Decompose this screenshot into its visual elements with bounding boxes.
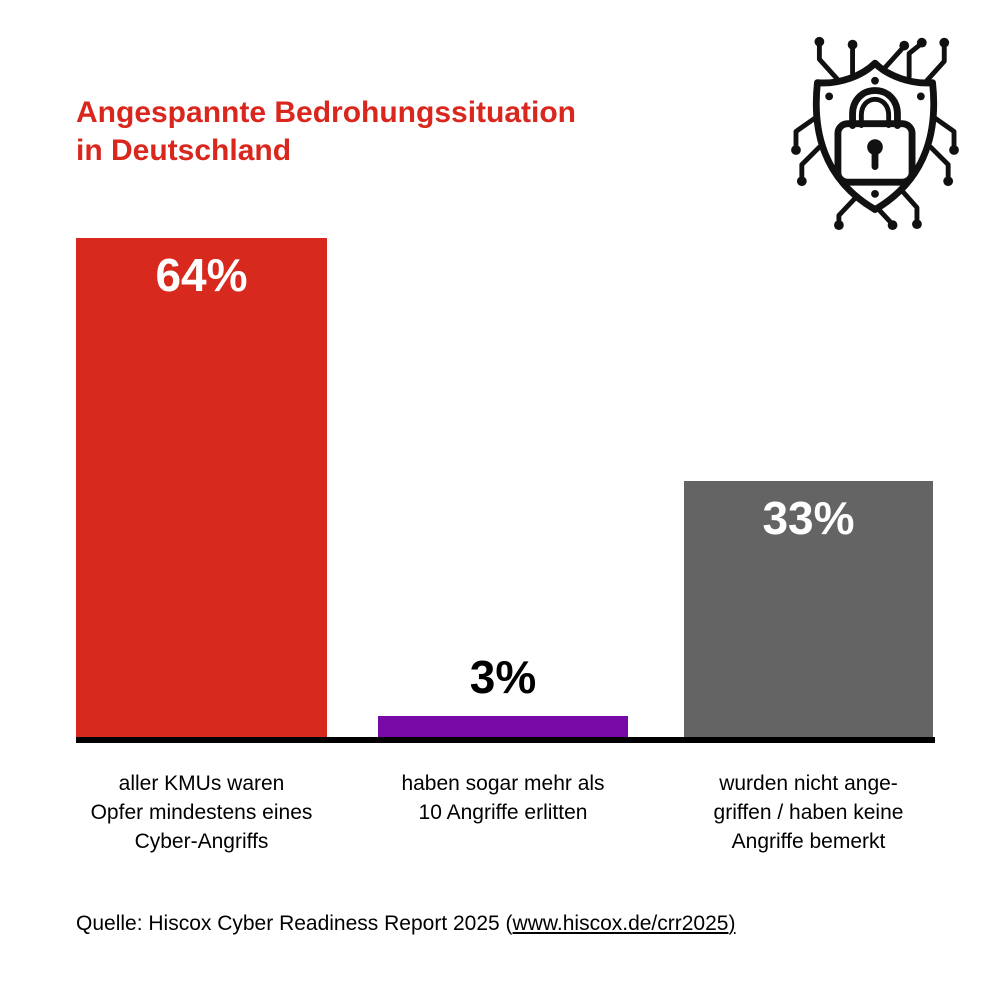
shield-lock-svg: [791, 36, 959, 230]
cyber-security-shield-lock-icon: [782, 30, 968, 230]
bar-nicht-angegriffen: [684, 481, 933, 739]
bar-caption: haben sogar mehr als 10 Angriffe erlitte…: [401, 772, 605, 824]
source-line: Quelle: Hiscox Cyber Readiness Report 20…: [76, 911, 735, 937]
bar-mehr-als-10-angriffe: [378, 716, 628, 739]
bar-caption: wurden nicht ange- griffen / haben keine…: [713, 772, 904, 853]
bar-caption: aller KMUs waren Opfer mindestens eines …: [90, 772, 313, 853]
bar-value-label: 33%: [762, 492, 855, 544]
page-title: Angespannte Bedrohungssituation in Deuts…: [76, 96, 577, 167]
bar-value-label: 64%: [155, 249, 248, 301]
source-suffix: ): [728, 912, 736, 935]
bar-column: 64%: [76, 238, 327, 739]
bar-chart: 64% 3% 33%: [76, 238, 935, 739]
bar-kmu-opfer: [76, 238, 327, 739]
source-text: Quelle: Hiscox Cyber Readiness Report 20…: [76, 912, 513, 935]
bar-column: 3%: [378, 238, 628, 739]
x-axis-baseline: [76, 737, 935, 743]
source-link[interactable]: www.hiscox.de/crr2025: [512, 912, 729, 935]
bar-value-label: 3%: [469, 651, 537, 703]
bar-column: 33%: [684, 238, 933, 739]
